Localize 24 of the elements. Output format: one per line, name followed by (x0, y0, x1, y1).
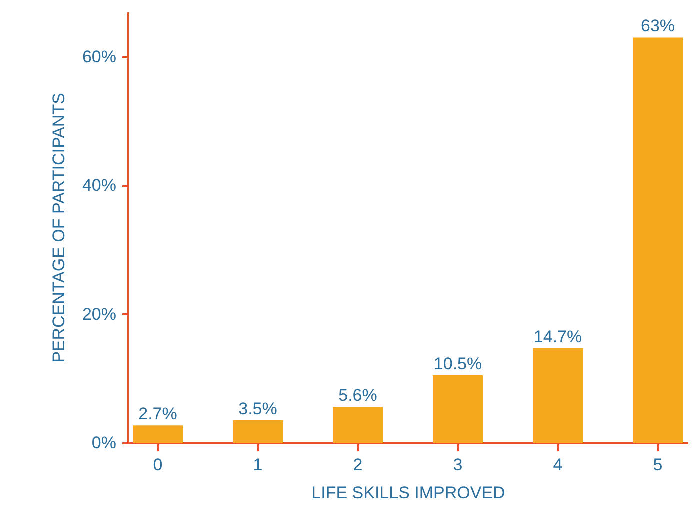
x-axis-title: LIFE SKILLS IMPROVED (312, 484, 506, 502)
bar (233, 420, 283, 443)
x-tick-label: 3 (453, 456, 463, 474)
y-tick-label: 60% (82, 48, 116, 67)
data-label: 5.6% (338, 386, 378, 405)
data-label: 10.5% (434, 354, 482, 374)
bar (533, 348, 583, 443)
bar (333, 406, 383, 443)
bar (133, 426, 183, 443)
y-tick-label: 20% (82, 304, 116, 324)
x-tick-label: 0 (153, 456, 163, 474)
y-tick-label: 40% (82, 176, 116, 196)
bar (433, 375, 483, 443)
bar (633, 38, 683, 443)
data-label: 2.7% (138, 404, 178, 424)
y-axis-title: PERCENTAGE OF PARTICIPANTS (49, 93, 68, 363)
data-label: 3.5% (238, 399, 278, 418)
y-tick-label: 0% (92, 434, 116, 452)
x-tick-label: 5 (653, 456, 663, 474)
data-label: 63% (640, 16, 676, 36)
x-tick-label: 4 (553, 456, 563, 474)
data-label: 14.7% (534, 327, 582, 346)
x-tick-label: 1 (253, 456, 263, 474)
x-tick-label: 2 (353, 456, 363, 474)
